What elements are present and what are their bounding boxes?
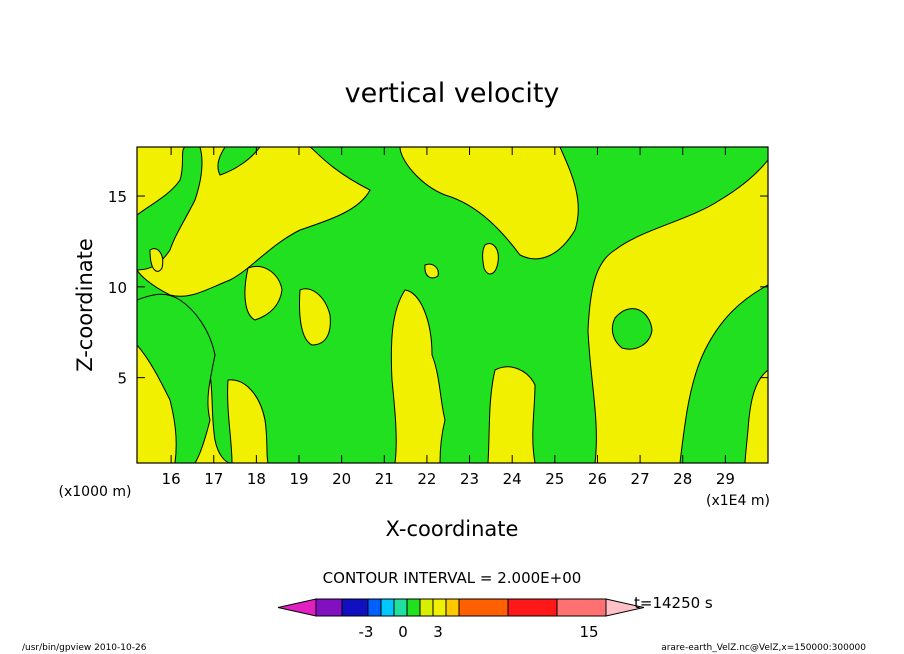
- contour-region: [244, 266, 283, 321]
- colorbar-segment: [367, 598, 382, 617]
- colorbar-segment: [419, 598, 434, 617]
- contour-interval-label: CONTOUR INTERVAL = 2.000E+00: [323, 569, 582, 587]
- x-tick-label: 28: [673, 470, 692, 488]
- contour-region: [137, 147, 203, 271]
- x-tick-label: 24: [503, 470, 522, 488]
- positive-velocity-regions: [149, 243, 653, 463]
- x-tick-label: 20: [332, 470, 351, 488]
- colorbar-segment: [458, 598, 509, 617]
- x-tick-label: 19: [289, 470, 308, 488]
- x-tick-label: 21: [375, 470, 394, 488]
- y-tick-label: 10: [108, 279, 127, 297]
- colorbar-tick-label: 3: [433, 623, 443, 641]
- contour-region: [390, 289, 446, 463]
- contour-region: [424, 263, 439, 279]
- x-tick-label: 26: [588, 470, 607, 488]
- x-tick-label: 29: [716, 470, 735, 488]
- contour-region: [137, 147, 768, 463]
- contour-region: [299, 288, 331, 346]
- y-unit-label: (x1000 m): [59, 484, 132, 500]
- colorbar-segment: [556, 598, 607, 617]
- x-tick-label: 27: [631, 470, 650, 488]
- y-axis-label: Z-coordinate: [73, 238, 97, 372]
- colorbar-tick-label: 0: [398, 623, 408, 641]
- colorbar-segment: [315, 598, 343, 617]
- colorbar: -3 0 3 15: [277, 598, 645, 641]
- y-tick-label: 15: [108, 188, 127, 206]
- x-tick-label: 22: [417, 470, 436, 488]
- x-axis-label: X-coordinate: [386, 517, 519, 541]
- x-tick-label: 25: [545, 470, 564, 488]
- colorbar-segment: [507, 598, 558, 617]
- contour-region: [149, 248, 164, 272]
- colorbar-segment: [341, 598, 369, 617]
- time-label: t=14250 s: [634, 594, 713, 612]
- x-unit-label: (x1E4 m): [706, 493, 770, 509]
- colorbar-tick-label: 15: [579, 623, 598, 641]
- x-tick-label: 18: [247, 470, 266, 488]
- contour-region: [137, 293, 216, 463]
- colorbar-segment: [380, 598, 395, 617]
- y-axis: 5 10 15: [108, 188, 768, 388]
- footer-left: /usr/bin/gpview 2010-10-26: [22, 643, 147, 653]
- x-tick-label: 17: [204, 470, 223, 488]
- negative-velocity-regions: [137, 147, 768, 463]
- plot-frame: [136, 146, 769, 464]
- colorbar-segment: [445, 598, 460, 617]
- footer-right: arare-earth_VelZ.nc@VelZ,x=150000:300000: [661, 643, 866, 653]
- contour-region: [487, 366, 536, 463]
- y-tick-label: 5: [117, 370, 127, 388]
- x-axis: 16 17 18 19 20 21 22 23 24 25 26 27 28 29: [162, 147, 735, 488]
- colorbar-segment: [393, 598, 408, 617]
- contour-region: [217, 147, 261, 176]
- colorbar-segment: [406, 598, 421, 617]
- colorbar-tick-label: -3: [359, 623, 374, 641]
- chart-title: vertical velocity: [345, 78, 560, 109]
- contour-region: [227, 379, 269, 463]
- contour-region: [482, 243, 499, 275]
- contour-region: [611, 308, 653, 350]
- plot-area: [136, 146, 769, 464]
- x-tick-label: 16: [162, 470, 181, 488]
- colorbar-segment: [277, 598, 317, 617]
- x-tick-label: 23: [460, 470, 479, 488]
- colorbar-segment: [605, 598, 645, 617]
- colorbar-segment: [432, 598, 447, 617]
